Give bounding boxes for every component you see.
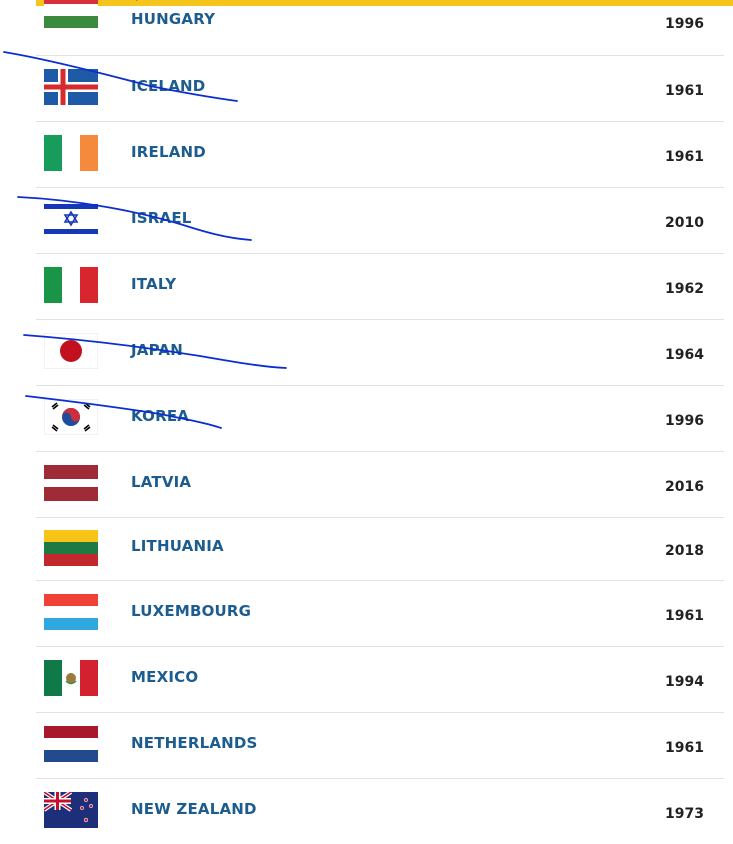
- country-link[interactable]: LUXEMBOURG: [131, 602, 252, 620]
- list-item: IRELAND 1961: [36, 122, 724, 188]
- country-link[interactable]: ICELAND: [131, 77, 206, 95]
- netherlands-flag-icon: [44, 726, 98, 762]
- year-label: 1996: [665, 16, 704, 32]
- iceland-flag-icon: [44, 69, 98, 105]
- year-label: 1961: [665, 149, 704, 165]
- country-link[interactable]: ISRAEL: [131, 209, 192, 227]
- year-label: 2016: [665, 479, 704, 495]
- country-link[interactable]: IRELAND: [131, 143, 206, 161]
- list-item: ISRAEL 2010: [36, 188, 724, 254]
- korea-flag-icon: [44, 399, 98, 435]
- ireland-flag-icon: [44, 135, 98, 171]
- mexico-flag-icon: [44, 660, 98, 696]
- year-label: 1973: [665, 806, 704, 822]
- list-item: NETHERLANDS 1961: [36, 713, 724, 779]
- list-item: KOREA 1996: [36, 386, 724, 452]
- list-item: ICELAND 1961: [36, 56, 724, 122]
- country-link[interactable]: HUNGARY: [131, 10, 216, 28]
- year-label: 1996: [665, 413, 704, 429]
- list-item: LITHUANIA 2018: [36, 518, 724, 581]
- country-link[interactable]: KOREA: [131, 407, 190, 425]
- list-item: HUNGARY 1996: [36, 0, 724, 56]
- country-link[interactable]: JAPAN: [131, 341, 183, 359]
- italy-flag-icon: [44, 267, 98, 303]
- country-link[interactable]: MEXICO: [131, 668, 199, 686]
- country-link[interactable]: ITALY: [131, 275, 177, 293]
- country-link[interactable]: NEW ZEALAND: [131, 800, 257, 818]
- accent-top-bar: [36, 0, 733, 6]
- year-label: 1994: [665, 674, 704, 690]
- year-label: 1961: [665, 83, 704, 99]
- year-label: 1961: [665, 608, 704, 624]
- israel-flag-icon: [44, 201, 98, 237]
- list-item: ITALY 1962: [36, 254, 724, 320]
- lithuania-flag-icon: [44, 530, 98, 566]
- japan-flag-icon: [44, 333, 98, 369]
- year-label: 2010: [665, 215, 704, 231]
- year-label: 1961: [665, 740, 704, 756]
- luxembourg-flag-icon: [44, 594, 98, 630]
- list-item: MEXICO 1994: [36, 647, 724, 713]
- list-item: LATVIA 2016: [36, 452, 724, 518]
- year-label: 1962: [665, 281, 704, 297]
- list-item: NEW ZEALAND 1973: [36, 779, 724, 844]
- country-link[interactable]: LITHUANIA: [131, 537, 224, 555]
- country-link[interactable]: NETHERLANDS: [131, 734, 258, 752]
- hungary-flag-icon: [44, 0, 98, 28]
- latvia-flag-icon: [44, 465, 98, 501]
- year-label: 2018: [665, 543, 704, 559]
- list-item: JAPAN 1964: [36, 320, 724, 386]
- list-item: LUXEMBOURG 1961: [36, 581, 724, 647]
- new-zealand-flag-icon: [44, 792, 98, 828]
- year-label: 1964: [665, 347, 704, 363]
- country-link[interactable]: LATVIA: [131, 473, 192, 491]
